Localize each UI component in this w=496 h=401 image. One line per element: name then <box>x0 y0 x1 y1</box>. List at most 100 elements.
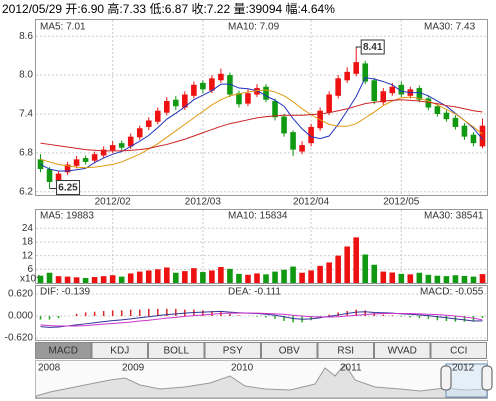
volume-bar <box>362 254 369 283</box>
candle-body <box>209 78 215 91</box>
tab[interactable] <box>35 342 92 359</box>
y-tick-label: 6.8 <box>19 148 33 159</box>
volume-bar <box>55 276 62 283</box>
volume-bar <box>245 274 251 283</box>
y-tick-label: 7.4 <box>19 109 33 120</box>
candle-body <box>136 128 143 138</box>
candle-body <box>227 75 233 95</box>
y-tick-label: 18 <box>22 237 34 248</box>
tab[interactable] <box>204 342 261 359</box>
tab-label[interactable]: MACD <box>49 346 78 357</box>
navigator-handle[interactable] <box>440 365 452 391</box>
legend-entry: MA30: 38541 <box>424 211 484 222</box>
volume-bar <box>191 268 197 283</box>
candle-body <box>299 145 305 152</box>
candle-body <box>200 82 206 90</box>
macd-line <box>40 312 483 327</box>
tab[interactable] <box>317 342 374 359</box>
volume-bar <box>82 277 89 283</box>
candle-body <box>425 98 432 108</box>
volume-bar <box>461 275 468 283</box>
candle-body <box>479 125 486 147</box>
tab-label[interactable]: RSI <box>337 346 354 357</box>
candle-body <box>254 88 260 95</box>
candle-body <box>245 93 251 104</box>
volume-bar <box>470 276 477 283</box>
volume-bar <box>290 266 296 283</box>
candle-body <box>154 110 161 122</box>
volume-bar <box>145 270 152 283</box>
candle-body <box>434 106 441 114</box>
volume-bar <box>308 270 314 283</box>
tab-label[interactable]: CCI <box>450 346 467 357</box>
volume-bar <box>452 275 459 283</box>
candle-body <box>389 86 396 94</box>
tab[interactable] <box>430 342 487 359</box>
annotation-box <box>360 39 385 55</box>
annotation: 8.41 <box>363 42 383 53</box>
year-label: 2011 <box>340 363 362 374</box>
tab[interactable] <box>148 342 205 359</box>
tab-label[interactable]: PSY <box>223 346 243 357</box>
volume-bar <box>209 270 215 283</box>
volume-bar <box>380 271 387 283</box>
volume-bar <box>163 267 170 283</box>
y-tick-label: 0.620 <box>8 289 33 300</box>
tab[interactable] <box>91 342 148 359</box>
candle-body <box>416 88 423 100</box>
navigator-handle[interactable] <box>481 365 493 391</box>
legend-entry: MA5: 19883 <box>40 211 94 222</box>
candle-body <box>127 136 134 147</box>
volume-bar <box>434 275 441 283</box>
y-tick-label: 6 <box>27 264 33 275</box>
candle-body <box>46 169 53 183</box>
year-label: 2009 <box>122 363 145 374</box>
year-label: 2010 <box>231 363 254 374</box>
tab-label[interactable]: BOLL <box>163 346 189 357</box>
candle-body <box>182 94 188 108</box>
legend-entry: MA10: 15834 <box>228 211 288 222</box>
tab-label[interactable]: KDJ <box>110 346 129 357</box>
annotation-box <box>56 180 81 196</box>
tab[interactable] <box>374 342 431 359</box>
y-tick-label: 6.2 <box>19 186 33 197</box>
ma-line <box>40 99 483 152</box>
volume-bar <box>182 271 188 283</box>
volume-bar <box>371 264 378 283</box>
candle-body <box>145 120 152 127</box>
volume-bar <box>73 277 80 283</box>
volume-bar <box>91 277 98 283</box>
candle-body <box>452 117 459 127</box>
volume-bar <box>46 272 53 283</box>
tab-label[interactable]: WVAD <box>388 346 417 357</box>
candle-body <box>236 93 242 105</box>
volume-bar <box>335 255 341 283</box>
tab-label[interactable]: OBV <box>279 346 300 357</box>
candle-body <box>380 91 387 103</box>
candle-body <box>55 173 62 182</box>
volume-bar <box>416 272 423 283</box>
volume-bar <box>317 265 323 283</box>
candle-body <box>461 125 468 137</box>
legend-entry: DEA: -0.111 <box>228 287 281 298</box>
candle-body <box>263 86 269 100</box>
navigator-window[interactable] <box>445 363 488 398</box>
candle-body <box>100 149 107 156</box>
volume-bar <box>118 276 125 283</box>
volume-bar <box>227 268 233 283</box>
legend-entry: MA10: 7.09 <box>228 22 280 33</box>
volume-bar <box>398 273 405 283</box>
y-tick-label: 12 <box>22 250 34 261</box>
volume-bar <box>100 276 107 283</box>
tab[interactable] <box>261 342 318 359</box>
candle-body <box>308 126 314 144</box>
volume-bar <box>425 274 432 283</box>
legend-entry: DIF: -0.139 <box>40 287 90 298</box>
year-label: 2012 <box>452 363 475 374</box>
volume-bar <box>326 262 332 283</box>
volume-bar <box>353 237 360 283</box>
candle-body <box>371 80 378 102</box>
y-tick-label: 8.0 <box>19 70 33 81</box>
